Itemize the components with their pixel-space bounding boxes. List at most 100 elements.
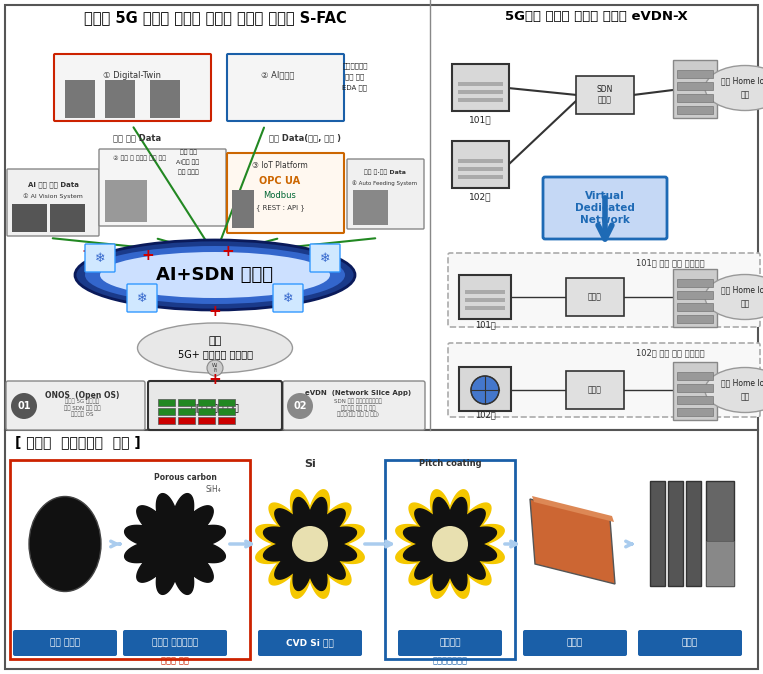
Text: ① Digital-Twin: ① Digital-Twin: [103, 71, 161, 80]
Text: OPC UA: OPC UA: [259, 176, 301, 186]
Bar: [706, 541, 734, 586]
Bar: [458, 175, 503, 179]
Ellipse shape: [100, 252, 330, 298]
FancyBboxPatch shape: [310, 244, 340, 272]
Bar: [178, 408, 195, 415]
Text: +: +: [208, 305, 221, 319]
Text: AI+SDN 인프라: AI+SDN 인프라: [156, 266, 273, 284]
Bar: [677, 279, 713, 287]
FancyBboxPatch shape: [123, 630, 227, 656]
FancyBboxPatch shape: [54, 54, 211, 121]
Text: +: +: [208, 373, 221, 388]
Bar: [677, 396, 713, 404]
Bar: [50, 204, 85, 232]
FancyBboxPatch shape: [13, 630, 117, 656]
Text: 내부 Home IoT: 내부 Home IoT: [721, 286, 763, 295]
Text: ❄: ❄: [320, 251, 330, 264]
Circle shape: [11, 393, 37, 419]
Bar: [677, 82, 713, 90]
Text: ONOS  (Open OS): ONOS (Open OS): [45, 390, 119, 400]
Bar: [458, 98, 503, 102]
Text: 01: 01: [18, 401, 31, 411]
Text: 101호: 101호: [475, 321, 495, 330]
Bar: [677, 94, 713, 102]
Text: 사상 자동화: 사상 자동화: [178, 169, 198, 175]
Text: 5G기반 지능형 망분리 솔루션 eVDN-X: 5G기반 지능형 망분리 솔루션 eVDN-X: [504, 10, 687, 23]
FancyBboxPatch shape: [227, 153, 344, 233]
Text: +: +: [221, 245, 234, 259]
Ellipse shape: [29, 497, 101, 592]
Bar: [677, 372, 713, 380]
Text: 스위치: 스위치: [588, 386, 602, 394]
Text: Pitch coating: Pitch coating: [419, 460, 481, 468]
Text: AI비전 연동: AI비전 연동: [176, 159, 200, 165]
Text: 개방형 5G 사업망을
위한 SDN 기반 전용
네트워크 OS: 개방형 5G 사업망을 위한 SDN 기반 전용 네트워크 OS: [63, 399, 100, 417]
Bar: [673, 362, 717, 420]
Polygon shape: [124, 493, 225, 594]
Ellipse shape: [705, 65, 763, 111]
Bar: [198, 408, 215, 415]
FancyBboxPatch shape: [523, 630, 627, 656]
Bar: [198, 417, 215, 424]
Circle shape: [471, 376, 499, 404]
Text: eVDN  (Network Slice App): eVDN (Network Slice App): [305, 390, 411, 396]
Text: 102호 전용 가상 네트워크: 102호 전용 가상 네트워크: [636, 348, 704, 357]
Text: AI 불량 판정 Data: AI 불량 판정 Data: [27, 182, 79, 188]
Bar: [458, 82, 503, 86]
Text: 스위치: 스위치: [588, 293, 602, 301]
Text: 101호 전용 가상 네트워크: 101호 전용 가상 네트워크: [636, 259, 704, 268]
Bar: [465, 306, 505, 310]
Ellipse shape: [85, 246, 345, 304]
Text: SiH₄: SiH₄: [205, 485, 221, 493]
Text: ❄: ❄: [283, 291, 293, 305]
Bar: [706, 481, 734, 586]
Polygon shape: [404, 497, 497, 590]
Bar: [105, 180, 147, 222]
Text: 탄소 원재료: 탄소 원재료: [50, 638, 80, 648]
Text: 102호: 102호: [475, 410, 495, 419]
FancyBboxPatch shape: [99, 149, 226, 226]
Bar: [158, 408, 175, 415]
Text: ③ IoT Platform: ③ IoT Platform: [252, 160, 308, 169]
Polygon shape: [532, 496, 614, 522]
Bar: [465, 298, 505, 302]
Text: ① AI Vision System: ① AI Vision System: [23, 193, 83, 199]
FancyBboxPatch shape: [448, 343, 760, 417]
Text: 중량 측정: 중량 측정: [179, 149, 197, 155]
FancyArrowPatch shape: [598, 197, 612, 239]
Bar: [158, 399, 175, 406]
FancyBboxPatch shape: [566, 371, 624, 409]
FancyBboxPatch shape: [258, 630, 362, 656]
Bar: [677, 315, 713, 323]
FancyBboxPatch shape: [576, 76, 634, 114]
Text: SDN 기반 네트워크슬라이스
슬라이스 생성 및 관리
패키지(자동 설정 및 변경): SDN 기반 네트워크슬라이스 슬라이스 생성 및 관리 패키지(자동 설정 및…: [334, 399, 382, 417]
Text: SDN
스위치: SDN 스위치: [597, 86, 613, 104]
Bar: [218, 399, 235, 406]
Bar: [673, 269, 717, 327]
Circle shape: [292, 526, 328, 562]
Bar: [178, 399, 195, 406]
FancyBboxPatch shape: [398, 630, 502, 656]
Bar: [677, 384, 713, 392]
FancyBboxPatch shape: [273, 284, 303, 312]
Text: +: +: [142, 249, 154, 264]
Bar: [673, 60, 717, 118]
Text: 사용 Data(설치, 양품 ): 사용 Data(설치, 양품 ): [269, 133, 341, 142]
Bar: [465, 290, 505, 294]
Text: Si: Si: [304, 459, 316, 469]
Text: Porous carbon: Porous carbon: [153, 474, 217, 483]
Text: 환경 온·습도 Data: 환경 온·습도 Data: [364, 169, 406, 175]
Text: 다공성 탄소지지체: 다공성 탄소지지체: [152, 638, 198, 648]
Text: 실리콘복합소재: 실리콘복합소재: [433, 656, 468, 665]
FancyBboxPatch shape: [227, 54, 344, 121]
FancyBboxPatch shape: [347, 159, 424, 229]
Polygon shape: [530, 499, 615, 584]
Text: 제품 중량 Data: 제품 중량 Data: [113, 133, 161, 142]
Text: 피치코팅: 피치코팅: [439, 638, 461, 648]
Bar: [150, 80, 180, 118]
Circle shape: [207, 360, 223, 376]
Text: EDA 분석: EDA 분석: [343, 85, 368, 91]
Text: 설비예지보전: 설비예지보전: [343, 63, 368, 69]
Bar: [385, 460, 515, 659]
Text: 101호: 101호: [468, 115, 491, 125]
